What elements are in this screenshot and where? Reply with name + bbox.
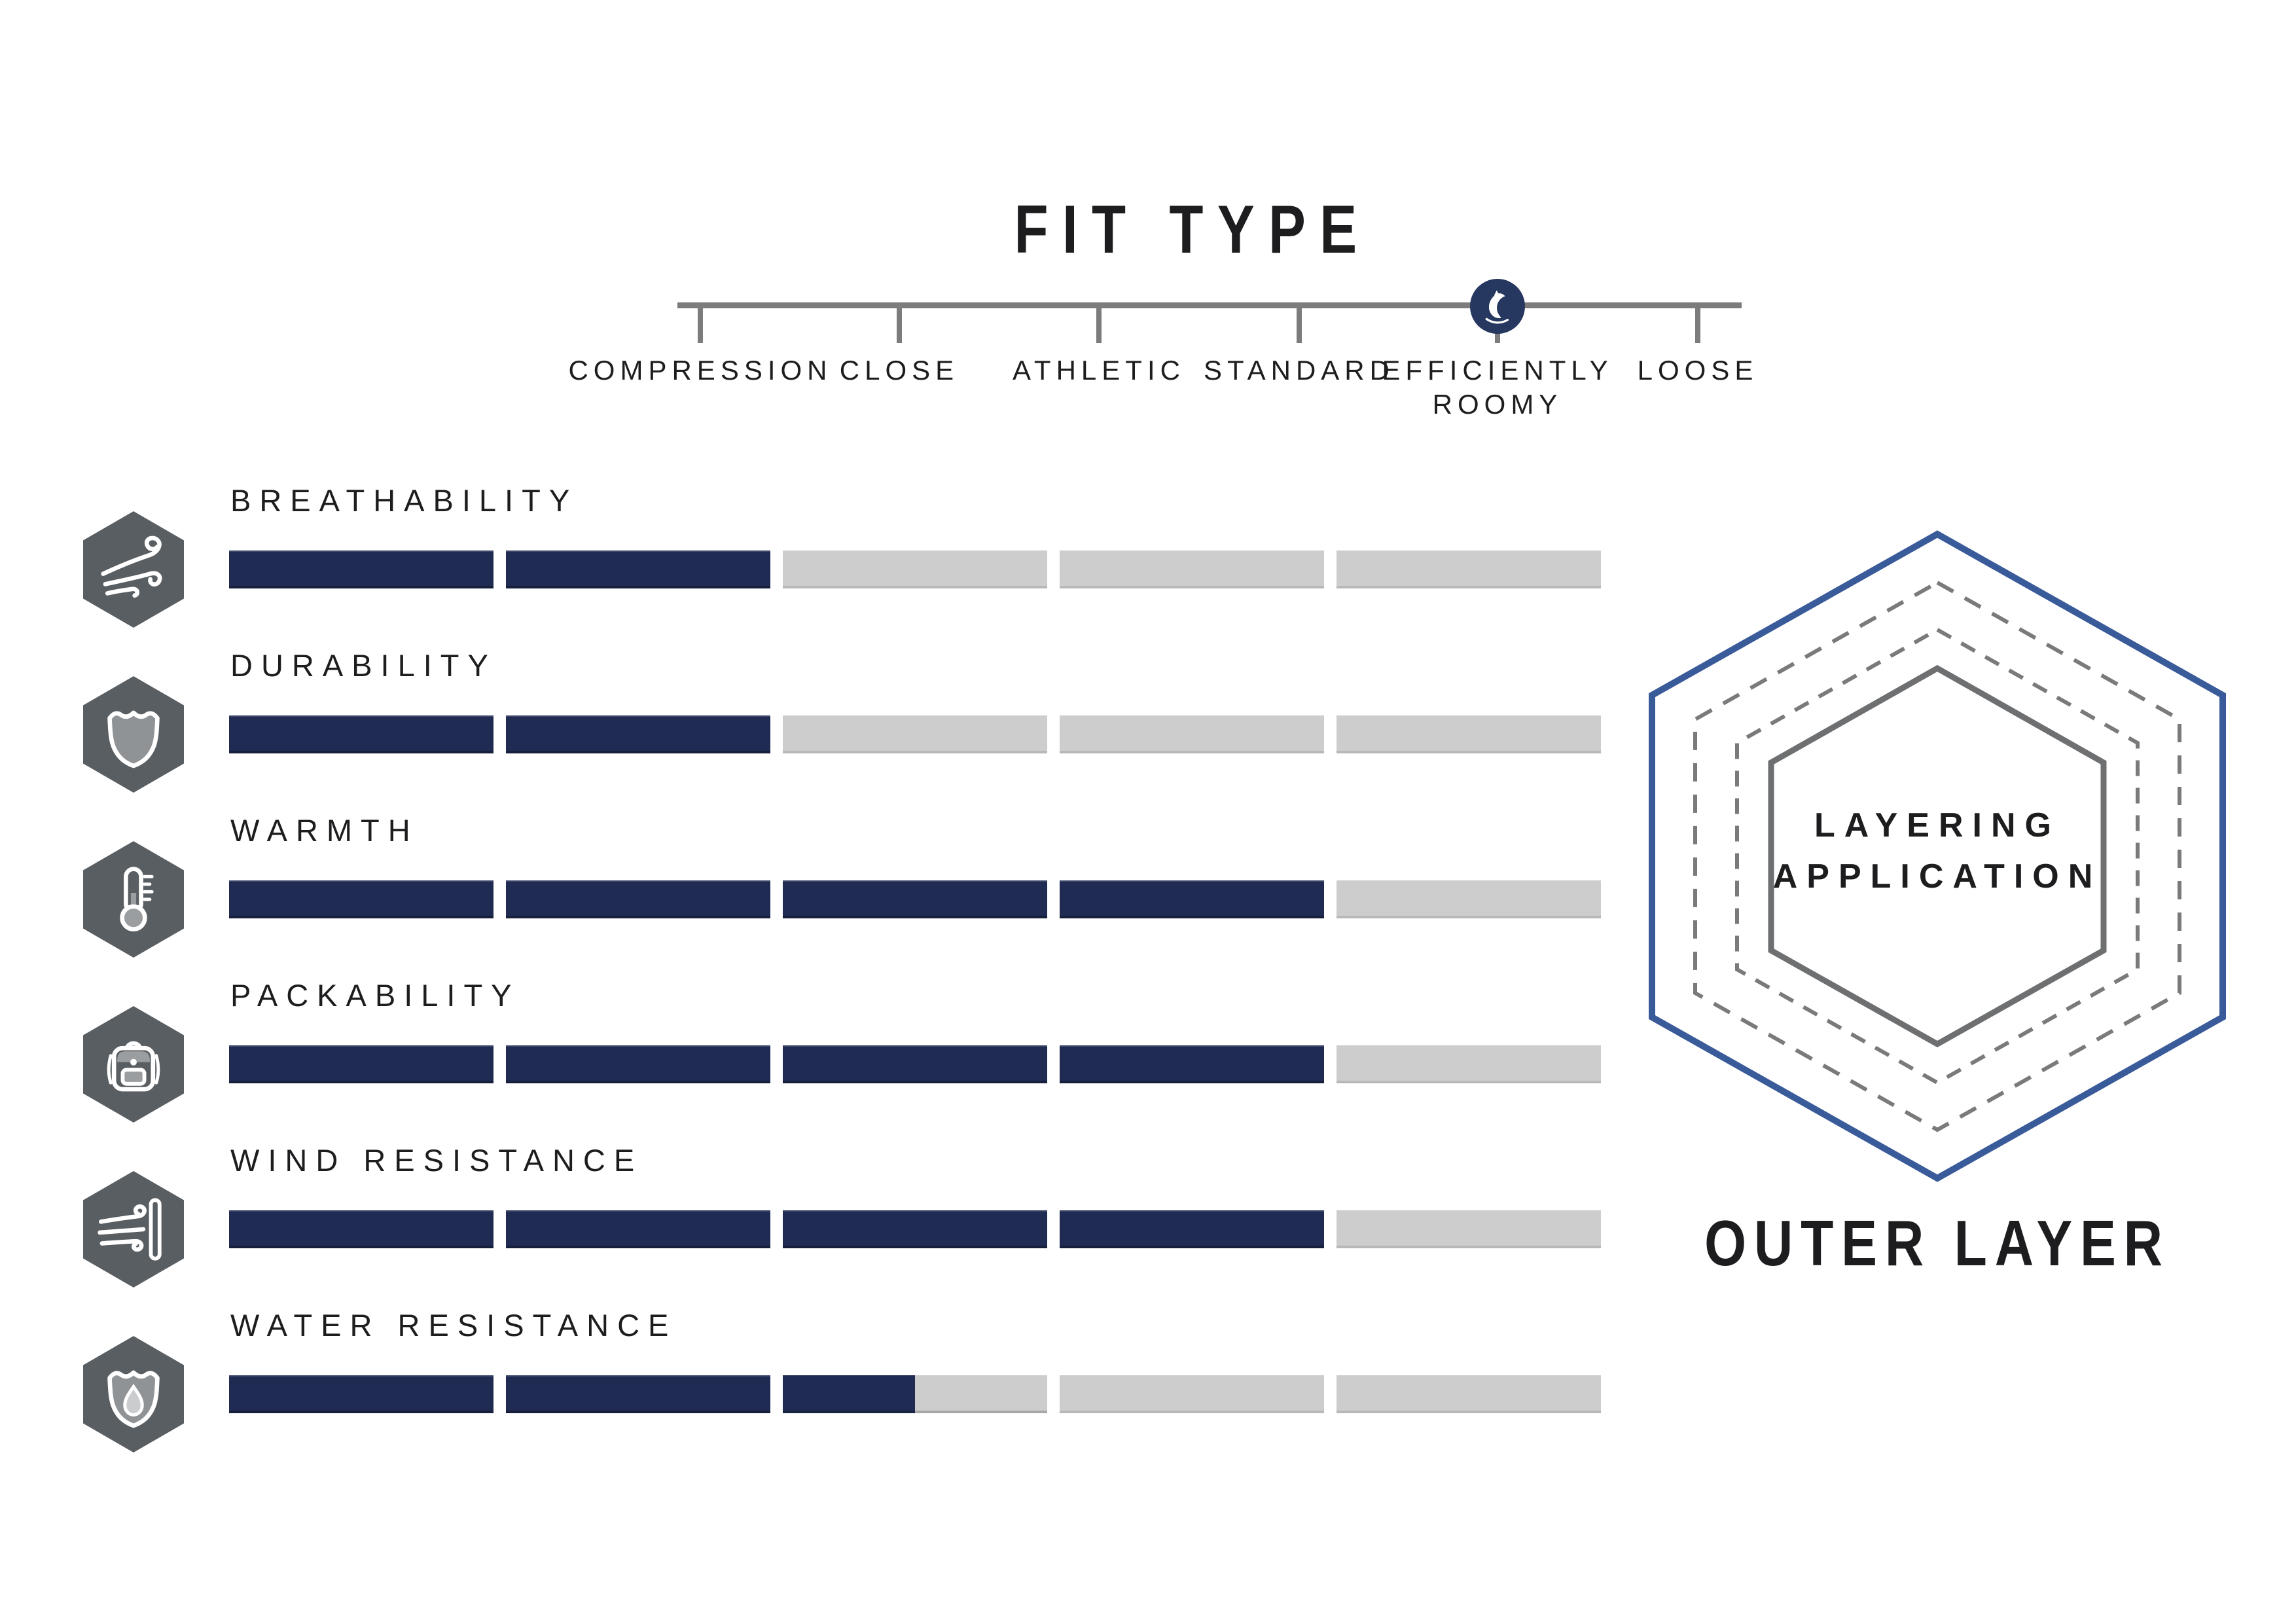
fit-scale-tick [897, 302, 902, 343]
rating-segment [1060, 550, 1324, 588]
rating-bar [229, 880, 1601, 918]
rating-segment [229, 715, 493, 753]
attribute-label: DURABILITY [230, 648, 497, 683]
rating-bar [229, 550, 1601, 588]
rating-segment [783, 1045, 1047, 1083]
rating-segment [1336, 1375, 1601, 1413]
fit-scale-tick [698, 302, 703, 343]
rating-segment [506, 550, 770, 588]
fit-type-title: FIT TYPE [1014, 192, 1371, 268]
inner-hexagon [1768, 664, 2107, 1048]
fit-option-label: ATHLETIC [1013, 355, 1185, 386]
rating-segment [1060, 1375, 1324, 1413]
fit-option-label: COMPRESSION [568, 355, 833, 386]
outer-layer-caption: OUTER LAYER [1704, 1207, 2170, 1279]
wind-block-icon [83, 1171, 184, 1288]
rating-segment [506, 715, 770, 753]
attribute-label: PACKABILITY [230, 978, 520, 1013]
rating-segment [1060, 880, 1324, 918]
rating-segment [229, 1045, 493, 1083]
shield-icon [83, 676, 184, 793]
backpack-icon [96, 1026, 171, 1102]
rating-bar [229, 1210, 1601, 1248]
rating-bar [229, 1375, 1601, 1413]
dashed-hexagon-outer [1693, 580, 2181, 1132]
attribute-label: WARMTH [230, 813, 419, 848]
layering-application-label: LAYERING APPLICATION [1773, 800, 2102, 902]
rating-segment [783, 550, 1047, 588]
layering-label-line1: LAYERING [1814, 806, 2060, 844]
rating-segment [506, 880, 770, 918]
rating-segment [783, 715, 1047, 753]
rating-segment [1336, 880, 1601, 918]
water-shield-icon [83, 1336, 184, 1453]
rating-segment [783, 1375, 1047, 1413]
wind-icon [83, 511, 184, 628]
fit-scale-tick [1695, 302, 1700, 343]
rating-segment [229, 1210, 493, 1248]
owl-logo-icon [1485, 290, 1509, 324]
rating-segment [1060, 715, 1324, 753]
rating-segment [1336, 550, 1601, 588]
rating-segment [1336, 1045, 1601, 1083]
rating-segment [229, 550, 493, 588]
fit-option-label: STANDARD [1204, 355, 1395, 386]
backpack-icon [83, 1006, 184, 1123]
rating-segment [229, 1375, 493, 1413]
wind-icon [96, 532, 171, 607]
rating-segment [506, 1210, 770, 1248]
rating-segment [506, 1045, 770, 1083]
layering-hexagon-diagram [1649, 530, 2226, 1182]
layering-label-line2: APPLICATION [1772, 857, 2102, 895]
water-shield-icon [96, 1356, 171, 1432]
rating-segment [1060, 1210, 1324, 1248]
rating-bar [229, 715, 1601, 753]
fit-scale-tick [1297, 302, 1302, 343]
thermometer-icon [96, 861, 171, 937]
thermometer-icon [83, 841, 184, 958]
fit-scale-line [677, 302, 1742, 308]
rating-segment [783, 1210, 1047, 1248]
fit-option-label: LOOSE [1637, 355, 1759, 386]
attribute-label: WIND RESISTANCE [230, 1143, 643, 1178]
rating-segment [1336, 1210, 1601, 1248]
fit-option-label: EFFICIENTLY ROOMY [1382, 355, 1613, 420]
dashed-hexagon-inner [1735, 627, 2140, 1085]
fit-scale-tick [1096, 302, 1102, 343]
wind-block-icon [96, 1191, 171, 1267]
rating-segment [506, 1375, 770, 1413]
fit-selection-marker [1470, 279, 1525, 334]
rating-segment [783, 880, 1047, 918]
attribute-label: WATER RESISTANCE [230, 1308, 677, 1343]
rating-segment [1336, 715, 1601, 753]
shield-icon [96, 696, 171, 772]
attribute-label: BREATHABILITY [230, 483, 579, 518]
rating-segment [1060, 1045, 1324, 1083]
outer-hexagon [1649, 530, 2226, 1182]
rating-segment [229, 880, 493, 918]
rating-bar [229, 1045, 1601, 1083]
fit-option-label: CLOSE [839, 355, 960, 386]
